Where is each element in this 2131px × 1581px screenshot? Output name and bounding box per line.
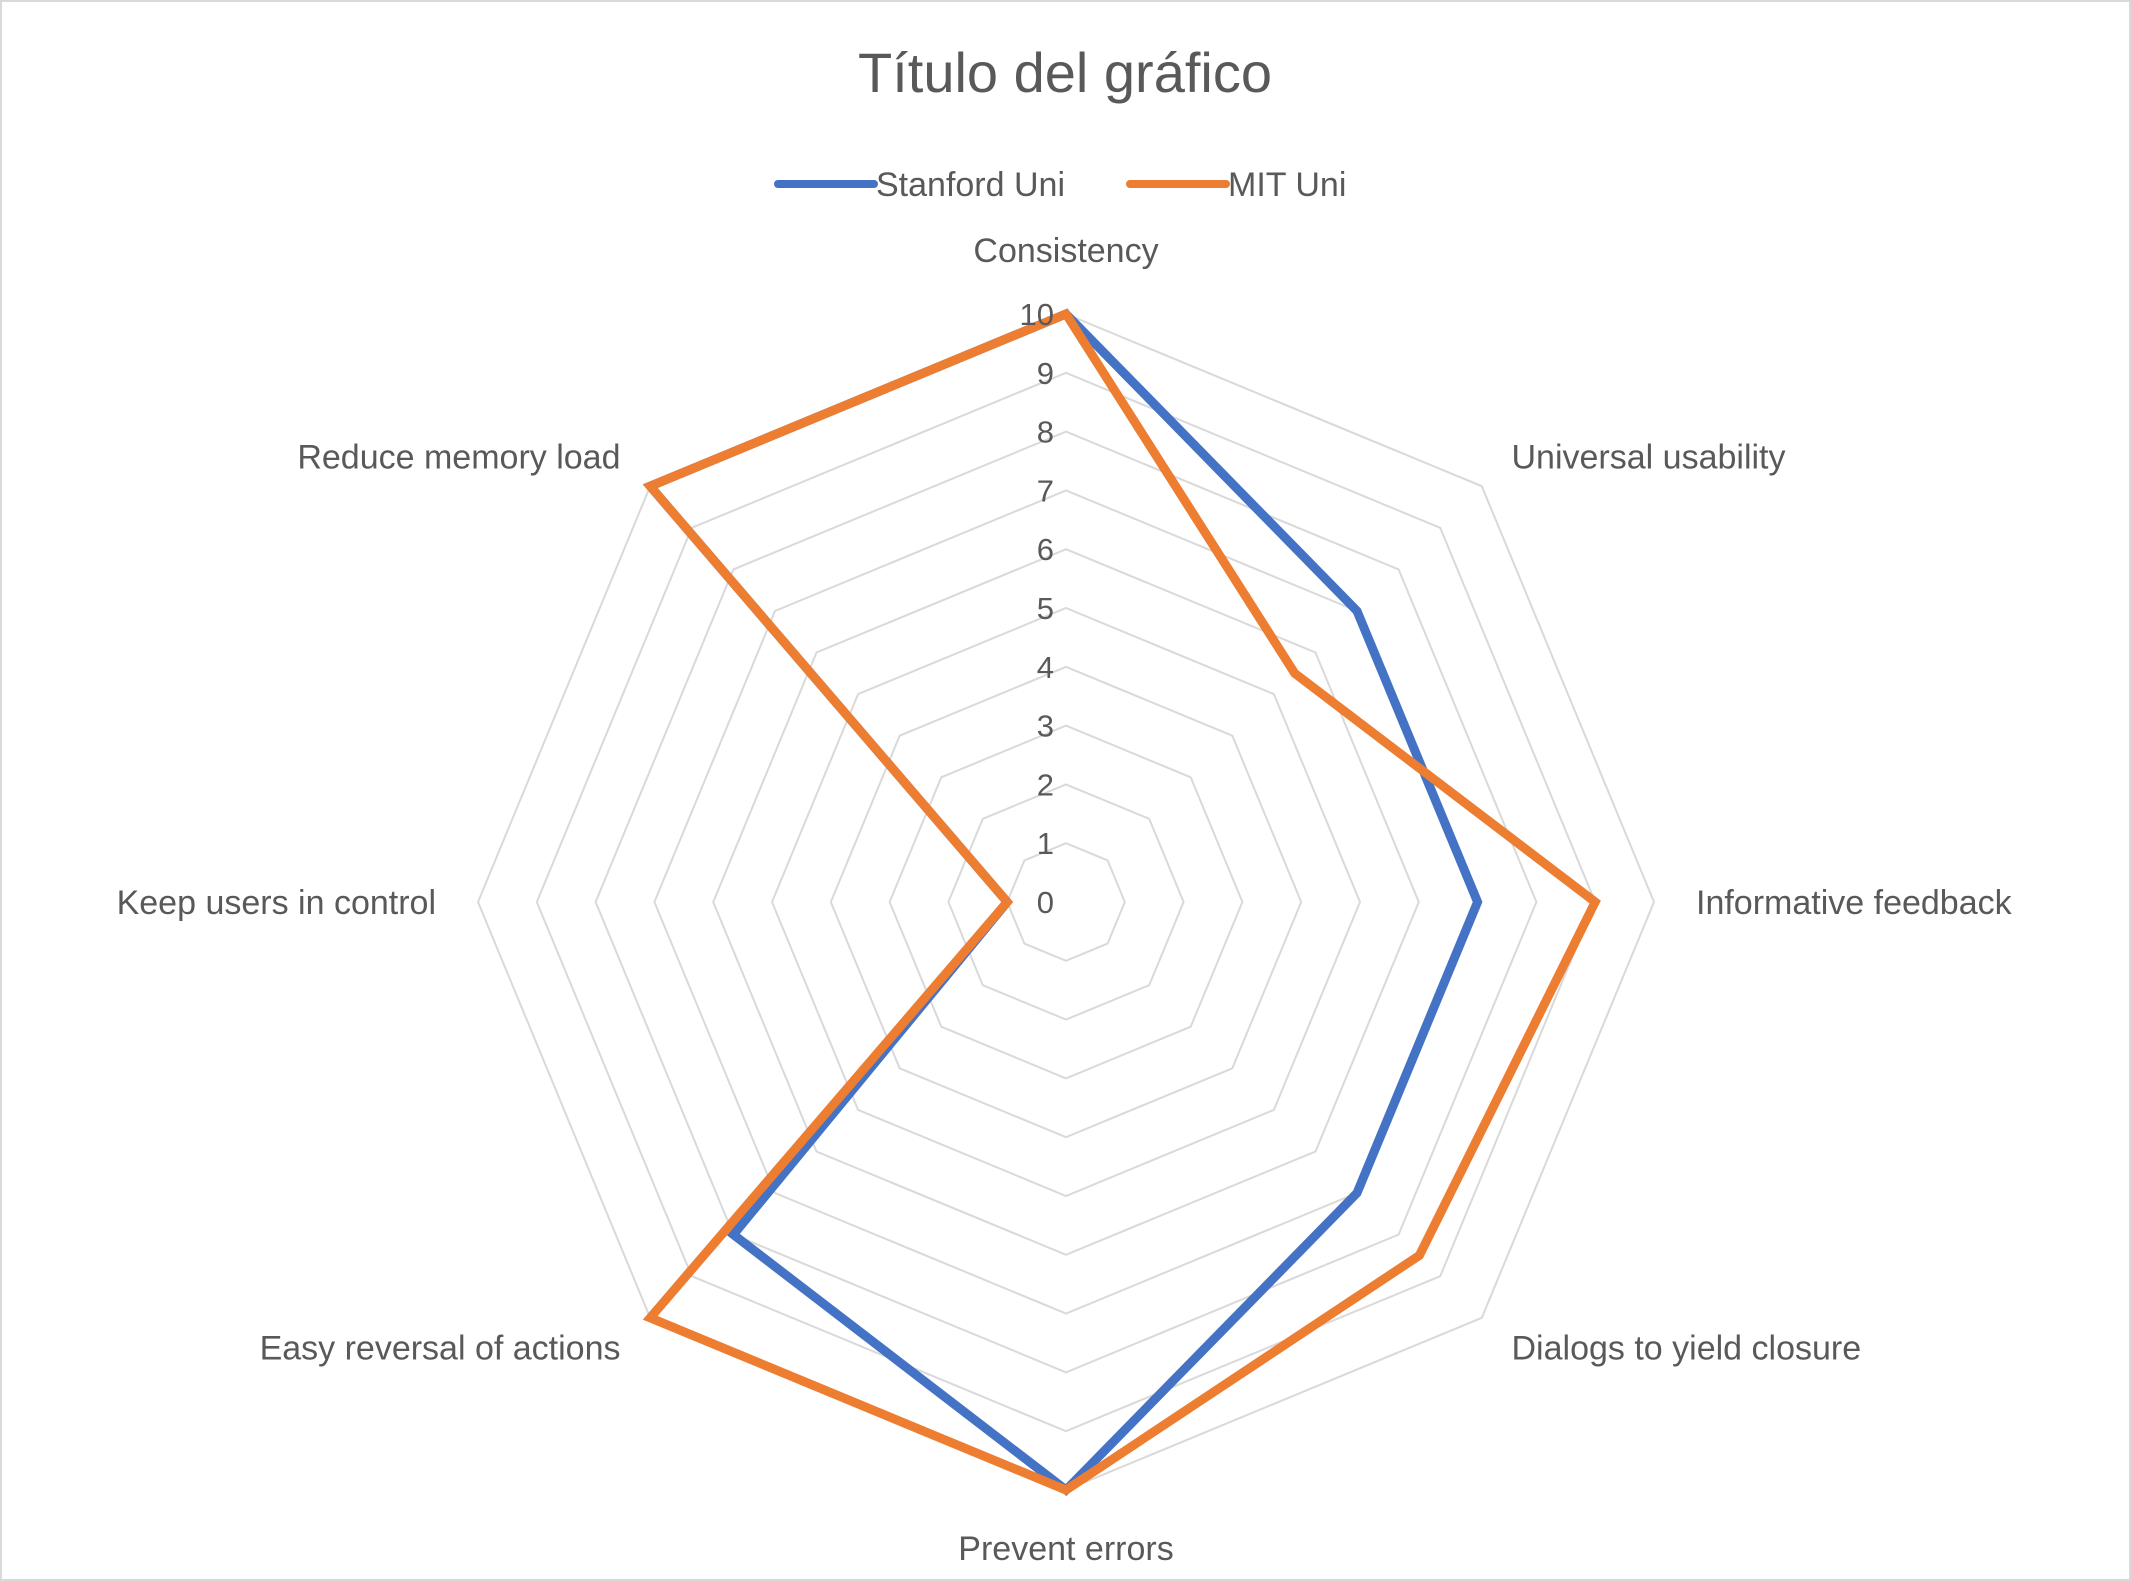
category-labels: Consistency Universal usability Informativ… [117, 232, 2013, 1568]
grid-ring [947, 783, 1185, 1021]
category-label: Prevent errors [958, 1530, 1173, 1568]
tick-label: 1 [1037, 826, 1054, 861]
series-layer [642, 308, 1601, 1496]
legend: Stanford Uni MIT Uni [774, 166, 1346, 204]
category-label: Informative feedback [1696, 884, 2013, 922]
tick-label: 3 [1037, 709, 1054, 744]
category-label: Reduce memory load [297, 439, 620, 477]
series-line-mit [642, 308, 1601, 1496]
radial-axis: 0 1 2 3 4 5 6 7 8 9 10 [1020, 297, 1054, 920]
tick-label: 9 [1037, 356, 1054, 391]
legend-label: MIT Uni [1228, 166, 1346, 204]
grid-ring [829, 665, 1303, 1139]
tick-label: 4 [1037, 650, 1054, 685]
grid-ring [535, 371, 1597, 1433]
tick-label: 6 [1037, 532, 1054, 567]
grid-ring [1006, 842, 1126, 962]
tick-label: 0 [1037, 885, 1054, 920]
legend-label: Stanford Uni [876, 166, 1065, 204]
category-label: Universal usability [1512, 439, 1786, 477]
category-label: Keep users in control [117, 884, 436, 922]
tick-label: 7 [1037, 473, 1054, 508]
category-label: Dialogs to yield closure [1512, 1330, 1862, 1368]
grid-ring [770, 606, 1362, 1198]
category-label: Consistency [973, 232, 1158, 270]
category-label: Easy reversal of actions [260, 1330, 621, 1368]
grid-ring [594, 430, 1538, 1374]
tick-label: 5 [1037, 591, 1054, 626]
grid-ring [712, 548, 1420, 1256]
tick-label: 8 [1037, 415, 1054, 450]
chart-title: Título del gráfico [858, 41, 1272, 104]
grid-ring [888, 724, 1244, 1080]
tick-label: 2 [1037, 767, 1054, 802]
tick-label: 10 [1020, 297, 1054, 332]
